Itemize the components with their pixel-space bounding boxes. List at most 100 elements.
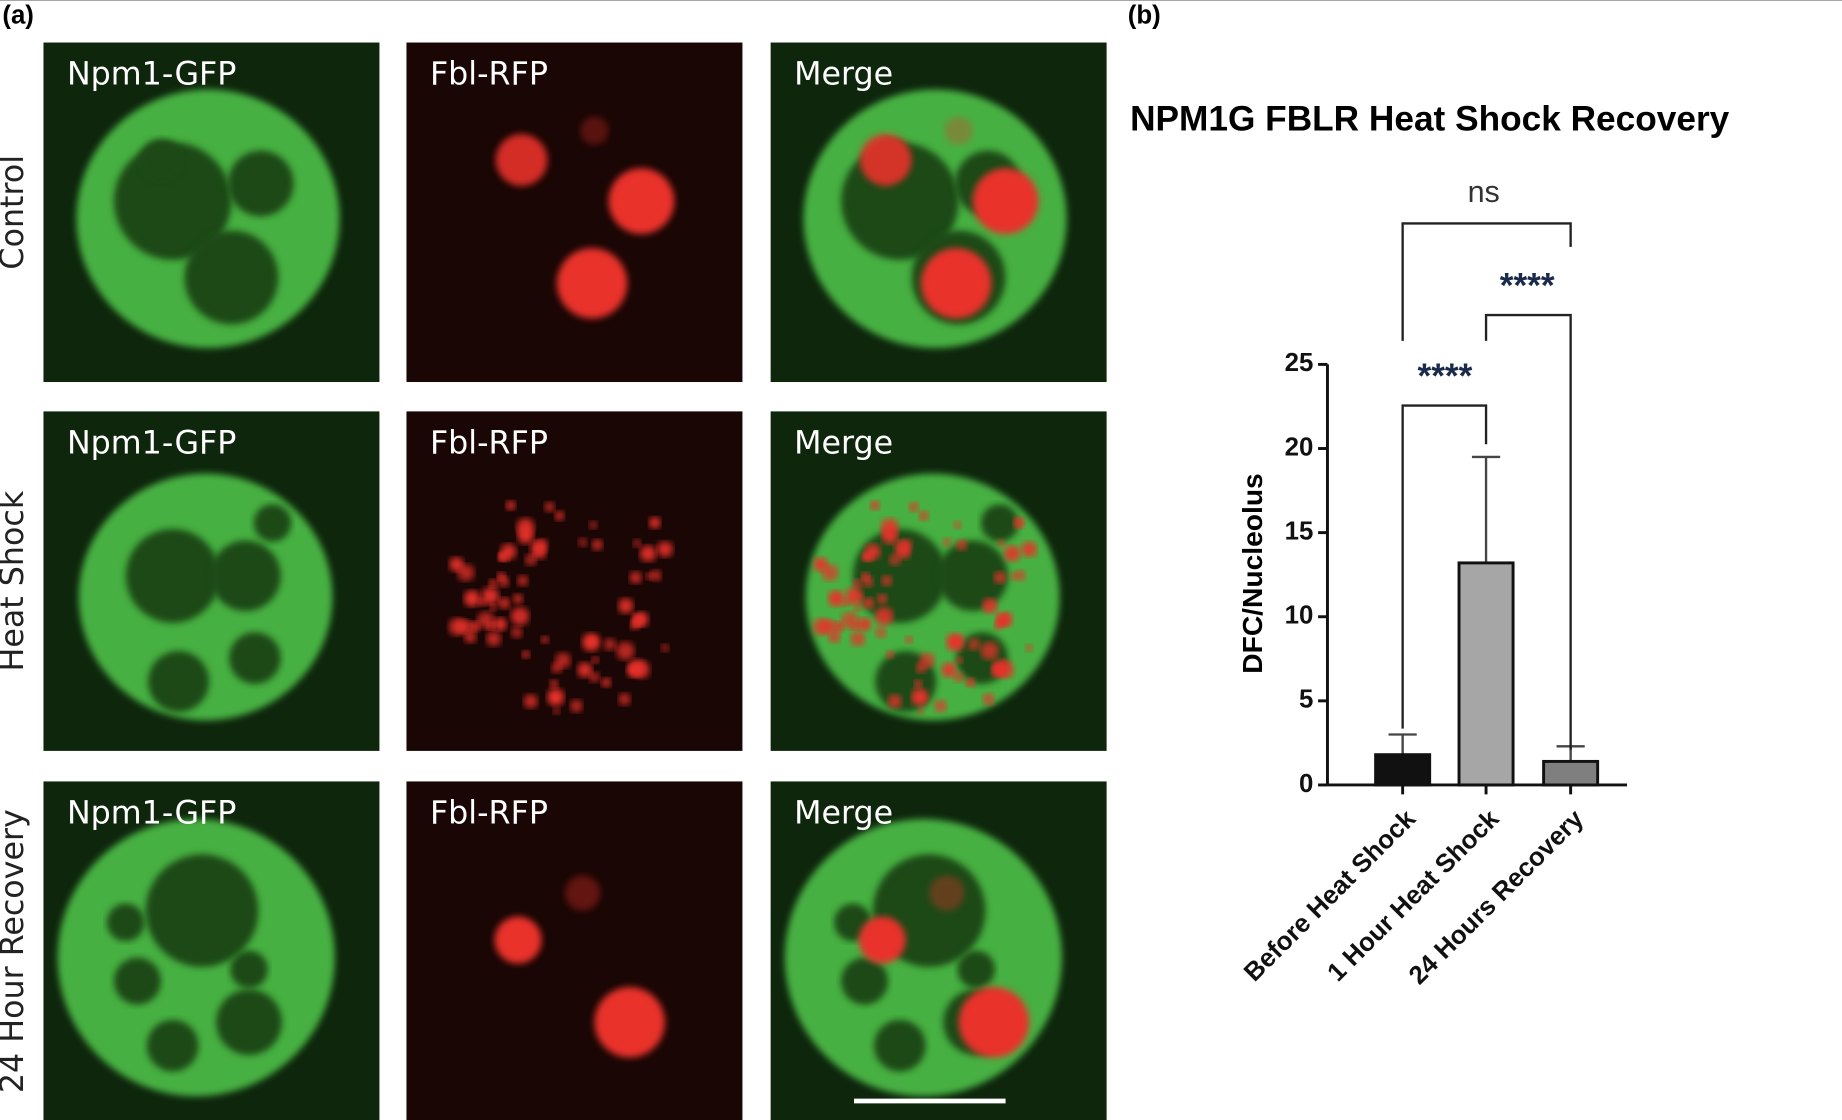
red-spot xyxy=(908,501,919,513)
panel-label: (b) xyxy=(1128,2,1161,30)
red-spot xyxy=(875,626,887,639)
red-spot xyxy=(556,248,628,319)
red-spot xyxy=(517,528,534,544)
red-spot xyxy=(893,540,909,556)
red-spot xyxy=(953,671,965,683)
red-spot xyxy=(498,576,510,588)
cell-hole xyxy=(874,1019,926,1072)
red-spot xyxy=(463,590,481,607)
red-spot xyxy=(862,597,875,610)
red-spot xyxy=(468,621,480,633)
row-label: Heat Shock xyxy=(0,490,31,671)
red-spot xyxy=(553,707,561,715)
micrograph: Merge xyxy=(770,411,1107,751)
red-spot xyxy=(929,875,965,911)
red-spot xyxy=(608,168,675,235)
red-spot xyxy=(497,552,506,561)
red-spot xyxy=(529,540,545,556)
red-spot xyxy=(870,500,880,511)
red-spot xyxy=(524,553,537,566)
cell-hole xyxy=(146,1019,199,1072)
channel-label: Merge xyxy=(794,56,893,92)
row-label: 24 Hour Recovery xyxy=(0,809,31,1093)
red-spot xyxy=(618,598,634,614)
red-spot xyxy=(549,679,559,689)
red-spot xyxy=(858,916,906,964)
red-spot xyxy=(570,699,583,713)
micrograph: Npm1-GFP xyxy=(43,411,380,751)
micrograph-bg xyxy=(406,411,743,751)
y-tick-label: 25 xyxy=(1285,349,1314,377)
significance-bracket xyxy=(1401,222,1572,341)
red-spot xyxy=(661,643,670,652)
red-spot xyxy=(565,875,601,911)
red-spot xyxy=(477,611,495,630)
red-spot xyxy=(828,590,845,607)
micrograph: Fbl-RFP xyxy=(406,42,743,383)
red-spot xyxy=(953,636,962,645)
y-tick-label: 10 xyxy=(1285,602,1314,630)
red-spot xyxy=(626,663,641,678)
micrograph: Npm1-GFP xyxy=(43,42,380,383)
red-spot xyxy=(618,693,631,706)
red-spot xyxy=(657,541,673,558)
red-spot xyxy=(918,510,929,521)
red-spot xyxy=(589,671,600,683)
red-spot xyxy=(955,656,964,664)
cell-hole xyxy=(957,950,996,989)
red-spot xyxy=(982,598,998,614)
red-spot xyxy=(544,501,555,513)
red-spot xyxy=(510,626,523,639)
red-spot xyxy=(967,638,981,651)
y-axis-label: DFC/Nucleolus xyxy=(1236,473,1268,673)
red-spot xyxy=(982,693,995,706)
row-label: Control xyxy=(0,155,31,270)
red-spot xyxy=(941,662,957,678)
red-spot xyxy=(853,579,862,588)
red-spot xyxy=(832,621,844,633)
red-spot xyxy=(594,987,665,1058)
cell-hole xyxy=(106,903,145,942)
red-spot xyxy=(980,641,999,661)
significance-label: **** xyxy=(1418,357,1473,396)
red-spot xyxy=(972,168,1039,235)
micrograph-bg xyxy=(406,781,743,1120)
significance-label: ns xyxy=(1468,175,1500,209)
micrograph: Merge xyxy=(770,42,1107,383)
red-spot xyxy=(913,679,923,689)
micrograph: Fbl-RFP xyxy=(406,411,743,751)
cell-hole xyxy=(229,632,281,684)
channel-label: Npm1-GFP xyxy=(67,425,236,461)
cell-hole xyxy=(253,504,292,542)
red-spot xyxy=(874,606,894,626)
cell-hole xyxy=(139,138,183,182)
red-spot xyxy=(812,618,831,636)
red-spot xyxy=(859,134,912,186)
cell-hole xyxy=(230,950,268,989)
red-spot xyxy=(862,576,874,588)
red-spot xyxy=(886,650,895,659)
red-spot xyxy=(493,617,507,631)
red-spot xyxy=(649,516,661,529)
bar xyxy=(1457,561,1515,787)
red-spot xyxy=(953,521,962,530)
red-spot xyxy=(521,650,530,659)
red-spot xyxy=(861,552,870,561)
red-spot xyxy=(887,694,902,709)
red-spot xyxy=(629,571,642,584)
significance-label: **** xyxy=(1500,266,1555,305)
red-spot xyxy=(578,537,588,547)
red-spot xyxy=(603,638,616,651)
micrograph: Npm1-GFP xyxy=(43,781,380,1120)
red-spot xyxy=(547,688,565,706)
red-spot xyxy=(505,500,516,511)
red-spot xyxy=(881,575,893,587)
red-spot xyxy=(1004,545,1021,562)
red-spot xyxy=(577,662,593,678)
red-spot xyxy=(510,606,530,626)
red-spot xyxy=(517,575,529,587)
cell-hole xyxy=(125,528,220,623)
cell-hole xyxy=(184,230,279,325)
micrograph: Fbl-RFP xyxy=(406,781,743,1120)
red-spot xyxy=(917,707,925,715)
